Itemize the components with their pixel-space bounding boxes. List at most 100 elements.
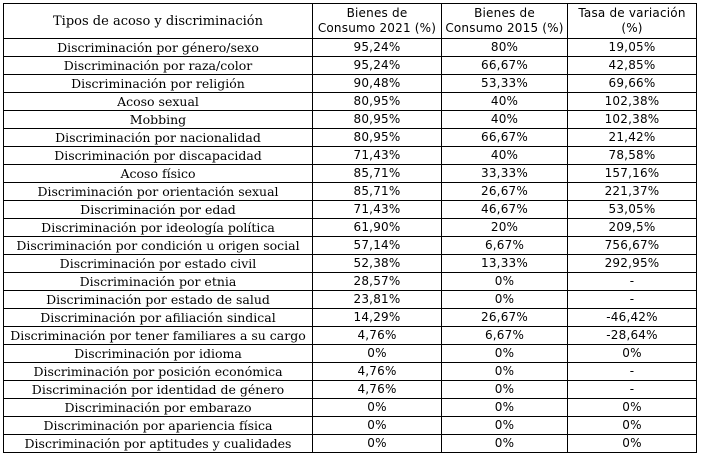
row-2015-cell: 33,33% — [441, 164, 568, 183]
row-type-cell: Discriminación por embarazo — [3, 398, 313, 417]
table-row: Discriminación por discapacidad 71,43% 40%… — [3, 146, 697, 165]
row-2021-cell: 0% — [312, 344, 442, 363]
row-2021-cell: 52,38% — [312, 254, 442, 273]
row-variation-cell: 292,95% — [567, 254, 697, 273]
row-type-cell: Discriminación por identidad de género — [3, 380, 313, 399]
table-row: Discriminación por ideología política 61,… — [3, 218, 697, 237]
table-row: Discriminación por religión 90,48% 53,33% 6… — [3, 74, 697, 93]
row-type-cell: Acoso sexual — [3, 92, 313, 111]
table-row: Acoso sexual 80,95% 40% 102,38% — [3, 92, 697, 111]
row-type-cell: Discriminación por aptitudes y cualidade… — [3, 434, 313, 453]
row-2021-cell: 61,90% — [312, 218, 442, 237]
row-type-cell: Discriminación por género/sexo — [3, 38, 313, 57]
row-variation-cell: 0% — [567, 416, 697, 435]
row-type-cell: Discriminación por discapacidad — [3, 146, 313, 165]
row-variation-cell: 69,66% — [567, 74, 697, 93]
row-2015-cell: 6,67% — [441, 326, 568, 345]
row-variation-cell: 53,05% — [567, 200, 697, 219]
row-2015-cell: 46,67% — [441, 200, 568, 219]
table-row: Discriminación por estado civil 52,38% 13,… — [3, 254, 697, 273]
row-variation-cell: 42,85% — [567, 56, 697, 75]
header-2021-line1: Bienes de — [346, 6, 408, 20]
header-variation-line1: Tasa de variación — [578, 6, 686, 20]
row-2021-cell: 80,95% — [312, 92, 442, 111]
table-row: Discriminación por género/sexo 95,24% 80% 1… — [3, 38, 697, 57]
row-variation-cell: 102,38% — [567, 110, 697, 129]
row-2021-cell: 90,48% — [312, 74, 442, 93]
row-2021-cell: 0% — [312, 434, 442, 453]
row-variation-cell: 0% — [567, 344, 697, 363]
table-row: Discriminación por apariencia física 0% 0%… — [3, 416, 697, 435]
row-variation-cell: - — [567, 380, 697, 399]
table-body: Discriminación por género/sexo 95,24% 80% 1… — [3, 38, 697, 453]
header-variation-line2: (%) — [621, 21, 643, 35]
row-2021-cell: 28,57% — [312, 272, 442, 291]
table-row: Discriminación por embarazo 0% 0% 0% — [3, 398, 697, 417]
row-variation-cell: 102,38% — [567, 92, 697, 111]
row-type-cell: Discriminación por posición económica — [3, 362, 313, 381]
table-row: Discriminación por nacionalidad 80,95% 66,… — [3, 128, 697, 147]
row-type-cell: Discriminación por estado de salud — [3, 290, 313, 309]
table-row: Discriminación por posición económica 4,7… — [3, 362, 697, 381]
row-2015-cell: 40% — [441, 110, 568, 129]
header-2015: Bienes de Consumo 2015 (%) — [441, 3, 568, 39]
table-row: Discriminación por afiliación sindical 14… — [3, 308, 697, 327]
row-2015-cell: 66,67% — [441, 56, 568, 75]
row-2015-cell: 0% — [441, 272, 568, 291]
table-row: Mobbing 80,95% 40% 102,38% — [3, 110, 697, 129]
row-2021-cell: 4,76% — [312, 326, 442, 345]
row-type-cell: Discriminación por religión — [3, 74, 313, 93]
row-2021-cell: 95,24% — [312, 38, 442, 57]
row-2021-cell: 80,95% — [312, 110, 442, 129]
row-type-cell: Discriminación por orientación sexual — [3, 182, 313, 201]
header-row: Tipos de acoso y discriminación Bienes d… — [3, 3, 697, 39]
table-row: Acoso físico 85,71% 33,33% 157,16% — [3, 164, 697, 183]
row-variation-cell: - — [567, 362, 697, 381]
header-2015-line2: Consumo 2015 (%) — [445, 21, 564, 35]
row-variation-cell: -28,64% — [567, 326, 697, 345]
row-variation-cell: -46,42% — [567, 308, 697, 327]
row-2015-cell: 26,67% — [441, 182, 568, 201]
row-2015-cell: 20% — [441, 218, 568, 237]
row-type-cell: Discriminación por edad — [3, 200, 313, 219]
table-row: Discriminación por orientación sexual 85,… — [3, 182, 697, 201]
row-variation-cell: 0% — [567, 434, 697, 453]
row-2021-cell: 71,43% — [312, 200, 442, 219]
row-2021-cell: 95,24% — [312, 56, 442, 75]
row-2021-cell: 23,81% — [312, 290, 442, 309]
row-type-cell: Discriminación por etnia — [3, 272, 313, 291]
row-2021-cell: 0% — [312, 416, 442, 435]
table-row: Discriminación por etnia 28,57% 0% - — [3, 272, 697, 291]
row-2015-cell: 0% — [441, 380, 568, 399]
row-variation-cell: 209,5% — [567, 218, 697, 237]
row-variation-cell: 78,58% — [567, 146, 697, 165]
row-2015-cell: 0% — [441, 290, 568, 309]
row-2015-cell: 0% — [441, 398, 568, 417]
row-2021-cell: 4,76% — [312, 362, 442, 381]
row-2021-cell: 14,29% — [312, 308, 442, 327]
row-type-cell: Discriminación por idioma — [3, 344, 313, 363]
row-2021-cell: 80,95% — [312, 128, 442, 147]
header-variation: Tasa de variación (%) — [567, 3, 697, 39]
row-variation-cell: 21,42% — [567, 128, 697, 147]
row-2021-cell: 85,71% — [312, 182, 442, 201]
row-2015-cell: 0% — [441, 362, 568, 381]
table-row: Discriminación por idioma 0% 0% 0% — [3, 344, 697, 363]
row-type-cell: Discriminación por ideología política — [3, 218, 313, 237]
row-type-cell: Discriminación por estado civil — [3, 254, 313, 273]
row-variation-cell: 19,05% — [567, 38, 697, 57]
table-row: Discriminación por estado de salud 23,81%… — [3, 290, 697, 309]
row-2015-cell: 80% — [441, 38, 568, 57]
table-row: Discriminación por raza/color 95,24% 66,67… — [3, 56, 697, 75]
table-row: Discriminación por condición u origen so… — [3, 236, 697, 255]
table-row: Discriminación por identidad de género 4,… — [3, 380, 697, 399]
row-type-cell: Discriminación por tener familiares a su… — [3, 326, 313, 345]
row-variation-cell: 221,37% — [567, 182, 697, 201]
header-2021-line2: Consumo 2021 (%) — [317, 21, 437, 35]
row-2015-cell: 66,67% — [441, 128, 568, 147]
row-variation-cell: - — [567, 272, 697, 291]
row-type-cell: Acoso físico — [3, 164, 313, 183]
row-2021-cell: 57,14% — [312, 236, 442, 255]
table-row: Discriminación por edad 71,43% 46,67% 53,05… — [3, 200, 697, 219]
row-variation-cell: 157,16% — [567, 164, 697, 183]
